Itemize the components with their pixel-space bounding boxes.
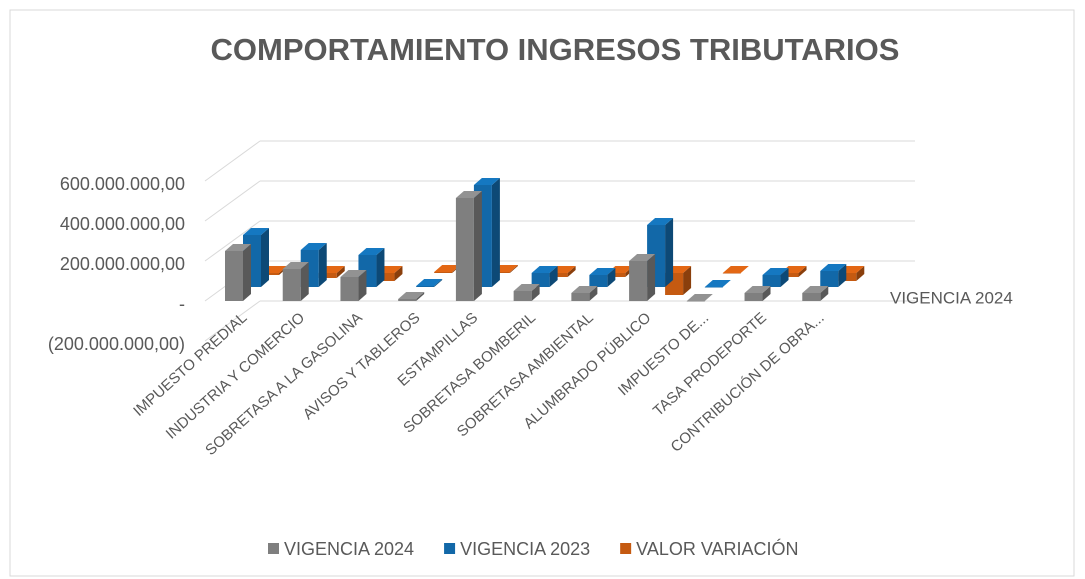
bar [780, 273, 799, 277]
depth-axis-label: VIGENCIA 2024 [890, 288, 1013, 307]
bar-top [744, 286, 771, 293]
bar-top [531, 266, 558, 273]
y-tick-label: - [179, 294, 185, 314]
bar-side [567, 266, 576, 277]
bar [513, 291, 532, 301]
bar-top [416, 279, 443, 286]
bar-top [243, 228, 269, 235]
bar-top [513, 284, 540, 291]
legend-label: VIGENCIA 2024 [284, 539, 414, 559]
bar-top [473, 178, 500, 185]
chart-title: COMPORTAMIENTO INGRESOS TRIBUTARIOS [211, 32, 900, 67]
bar-side [491, 178, 500, 287]
grid-line [204, 300, 261, 342]
legend-swatch [268, 543, 279, 554]
bar-top [629, 254, 656, 261]
bar [802, 293, 821, 301]
bar-side [336, 266, 345, 278]
bar-side [394, 266, 403, 281]
y-tick-label: 200.000.000,00 [60, 254, 185, 274]
bar [704, 287, 723, 288]
bar-top [340, 270, 367, 277]
bar-top [647, 218, 674, 225]
grid-line [204, 180, 261, 222]
bar [531, 273, 550, 287]
bar [282, 269, 301, 301]
bar [629, 261, 648, 301]
bar-top [434, 265, 461, 272]
bar-top [358, 248, 385, 255]
bar-side [261, 228, 269, 287]
bar-side [473, 191, 482, 301]
bar-side [416, 292, 425, 301]
bar-side [665, 218, 674, 287]
bar-side [358, 270, 367, 301]
bar-side [589, 286, 598, 301]
bar-side [376, 248, 385, 287]
bar-top [722, 266, 749, 273]
bar [571, 293, 590, 301]
bar-side [762, 286, 771, 301]
y-tick-label: (200.000.000,00) [48, 334, 185, 354]
bar [416, 286, 435, 287]
bar-side [856, 266, 865, 281]
y-tick-label: 400.000.000,00 [60, 214, 185, 234]
bar [744, 293, 763, 301]
bar-top [686, 294, 713, 301]
bar-top [282, 262, 309, 269]
bar-side [607, 268, 616, 287]
bar [491, 272, 510, 273]
bar [607, 273, 626, 277]
bar-side [243, 244, 251, 301]
bar-side [798, 266, 807, 277]
bar [686, 301, 705, 302]
legend-label: VALOR VARIACIÓN [636, 538, 798, 559]
bar [762, 275, 781, 287]
bar [722, 273, 741, 274]
bar [838, 273, 857, 281]
bar-top [762, 268, 789, 275]
legend-swatch [620, 543, 632, 554]
bar [549, 273, 568, 277]
bar-side [683, 266, 692, 295]
bar [455, 198, 474, 301]
legend-swatch [444, 543, 456, 554]
bar [589, 275, 608, 287]
grid-line [204, 140, 261, 182]
bar [340, 277, 359, 301]
bar-side [318, 243, 327, 287]
bar-side [300, 262, 309, 301]
bar-top [802, 286, 829, 293]
grid-line [204, 220, 261, 262]
bar-side [509, 265, 518, 273]
legend-label: VIGENCIA 2023 [460, 539, 590, 559]
bar-top [300, 243, 327, 250]
bar [434, 272, 453, 273]
bar-side [820, 286, 829, 301]
bar [261, 273, 279, 275]
bar-top [820, 264, 847, 271]
bar [398, 299, 417, 301]
bar-top [455, 191, 482, 198]
bar [376, 273, 395, 281]
bar-side [647, 254, 656, 301]
bar-top [589, 268, 616, 275]
bar [225, 251, 243, 301]
bar-top [571, 286, 598, 293]
bar-side [434, 279, 443, 287]
bar-side [531, 284, 540, 301]
bar-side [838, 264, 847, 287]
bar-side [780, 268, 789, 287]
bar-top [704, 280, 731, 287]
bar-top [225, 244, 251, 251]
bar-top [398, 292, 425, 299]
chart-border [9, 9, 1075, 577]
bar [820, 271, 839, 287]
bar [318, 273, 337, 278]
y-tick-label: 600.000.000,00 [60, 174, 185, 194]
